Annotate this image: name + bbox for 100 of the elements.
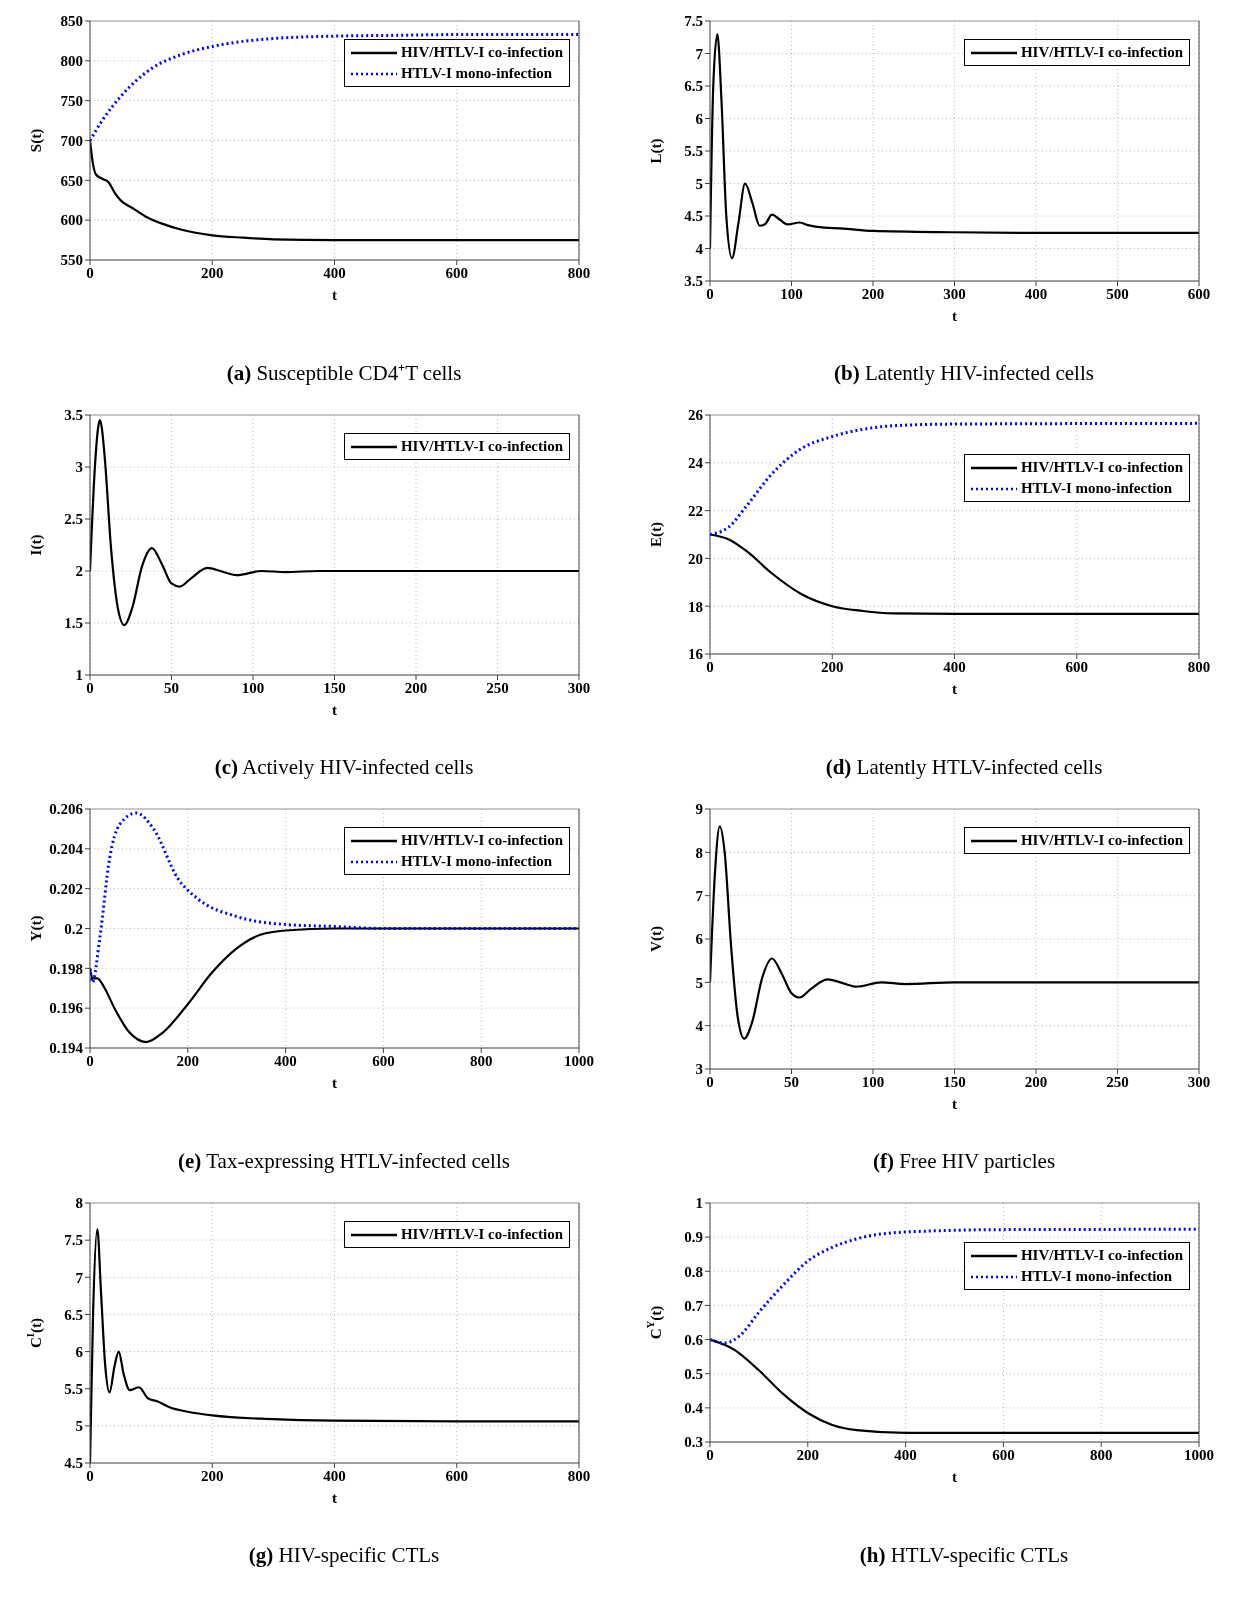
y-tick-label: 3 — [75, 459, 83, 476]
x-tick-label: 200 — [821, 658, 844, 675]
y-tick-label: 6 — [75, 1343, 84, 1360]
y-tick-label: 0.206 — [49, 801, 84, 818]
x-tick-label: 200 — [176, 1052, 200, 1069]
y-tick-label: 7.5 — [64, 1232, 83, 1249]
x-axis-title: t — [332, 287, 337, 303]
legend-label: HIV/HTLV-I co-infection — [1020, 458, 1183, 477]
x-tick-label: 400 — [894, 1446, 917, 1463]
line-series — [710, 32, 1199, 260]
x-tick-label: 0 — [706, 1073, 714, 1090]
text: (g) HIV-specific CTLs — [248, 1543, 440, 1567]
legend-label: HIV/HTLV-I co-infection — [1020, 43, 1183, 62]
y-axis-title: Y(t) — [28, 915, 45, 942]
x-tick-label: 500 — [1106, 285, 1129, 302]
x-tick-label: 300 — [943, 285, 966, 302]
text: (h) HTLV-specific CTLs — [859, 1543, 1069, 1567]
line-series — [710, 1227, 1199, 1345]
y-tick-label: 0.198 — [49, 960, 83, 977]
text: (b) Latently HIV-infected cells — [834, 361, 1094, 385]
legend-label: HIV/HTLV-I co-infection — [400, 437, 563, 456]
line-series — [710, 533, 1199, 615]
y-tick-label: 1.5 — [64, 615, 83, 632]
y-tick-label: 4.5 — [684, 208, 703, 225]
legend-label: HIV/HTLV-I co-infection — [1020, 831, 1183, 850]
y-tick-label: 4 — [695, 1017, 704, 1034]
x-tick-label: 800 — [469, 1052, 493, 1069]
x-tick-label: 200 — [1024, 1073, 1048, 1090]
y-tick-label: 0.3 — [684, 1434, 703, 1451]
x-tick-label: 600 — [992, 1446, 1015, 1463]
x-tick-label: 0 — [86, 1052, 94, 1069]
y-axis-title: I(t) — [28, 534, 45, 556]
y-tick-label: 0.194 — [49, 1040, 84, 1057]
y-tick-label: 5 — [695, 974, 703, 991]
x-axis-title: t — [332, 1075, 337, 1091]
y-tick-label: 0.2 — [64, 920, 83, 937]
y-tick-label: 6.5 — [684, 78, 703, 95]
text: (d) Latently HTLV-infected cells — [825, 755, 1103, 779]
text: (a) Susceptible CD4⁺T cells — [226, 361, 462, 385]
y-tick-label: 9 — [695, 801, 703, 818]
x-tick-label: 200 — [796, 1446, 820, 1463]
x-tick-label: 150 — [323, 679, 346, 696]
x-tick-label: 100 — [861, 1073, 885, 1090]
line-series — [710, 1338, 1199, 1434]
legend-label: HIV/HTLV-I co-infection — [1020, 1246, 1183, 1265]
x-tick-label: 50 — [164, 679, 179, 696]
y-tick-label: 4.5 — [64, 1455, 83, 1472]
y-tick-label: 6.5 — [64, 1306, 83, 1323]
x-tick-label: 1000 — [564, 1052, 594, 1069]
text: (f) Free HIV particles — [872, 1149, 1056, 1173]
y-tick-label: 16 — [688, 646, 704, 663]
x-tick-label: 0 — [86, 679, 94, 696]
line-series — [90, 33, 579, 142]
y-tick-label: 3.5 — [64, 407, 83, 424]
x-tick-label: 0 — [86, 264, 94, 281]
legend-label: HTLV-I mono-infection — [400, 852, 553, 871]
y-tick-label: 22 — [688, 502, 703, 519]
text: (c) Actively HIV-infected cells — [214, 755, 474, 779]
legend-label: HIV/HTLV-I co-infection — [400, 831, 563, 850]
y-tick-label: 0.7 — [684, 1297, 704, 1314]
y-tick-label: 0.204 — [49, 841, 84, 858]
x-tick-label: 200 — [404, 679, 428, 696]
y-tick-label: 5.5 — [64, 1381, 83, 1398]
x-axis-title: t — [332, 702, 337, 718]
x-tick-label: 100 — [241, 679, 265, 696]
x-tick-label: 400 — [323, 1467, 346, 1484]
x-tick-label: 150 — [943, 1073, 966, 1090]
x-tick-label: 200 — [201, 1467, 224, 1484]
y-tick-label: 7 — [695, 887, 704, 904]
x-axis-title: t — [332, 1490, 337, 1506]
y-tick-label: 0.9 — [684, 1229, 703, 1246]
y-tick-label: 24 — [688, 455, 704, 472]
y-tick-label: 5 — [695, 175, 703, 192]
y-tick-label: 6 — [695, 110, 704, 127]
y-tick-label: 3.5 — [684, 273, 703, 290]
x-tick-label: 600 — [445, 264, 468, 281]
y-axis-title: S(t) — [28, 128, 45, 153]
x-tick-label: 600 — [445, 1467, 468, 1484]
y-tick-label: 7 — [75, 1269, 84, 1286]
y-tick-label: 600 — [60, 212, 83, 229]
x-tick-label: 250 — [1106, 1073, 1129, 1090]
y-tick-label: 8 — [75, 1195, 83, 1212]
y-tick-label: 5 — [75, 1418, 83, 1435]
x-tick-label: 800 — [567, 1467, 591, 1484]
y-tick-label: 0.6 — [684, 1331, 704, 1348]
x-tick-label: 50 — [784, 1073, 799, 1090]
x-axis-title: t — [952, 681, 957, 697]
x-axis-title: t — [952, 1096, 957, 1112]
x-tick-label: 0 — [86, 1467, 94, 1484]
x-tick-label: 200 — [201, 264, 224, 281]
y-tick-label: 0.4 — [684, 1400, 704, 1417]
x-tick-label: 600 — [372, 1052, 395, 1069]
x-tick-label: 0 — [706, 658, 714, 675]
y-tick-label: 0.8 — [684, 1263, 703, 1280]
x-tick-label: 600 — [1065, 658, 1088, 675]
x-tick-label: 400 — [323, 264, 346, 281]
y-tick-label: 0.202 — [49, 880, 83, 897]
line-series — [710, 421, 1199, 536]
y-tick-label: 750 — [60, 92, 83, 109]
x-tick-label: 800 — [1089, 1446, 1113, 1463]
